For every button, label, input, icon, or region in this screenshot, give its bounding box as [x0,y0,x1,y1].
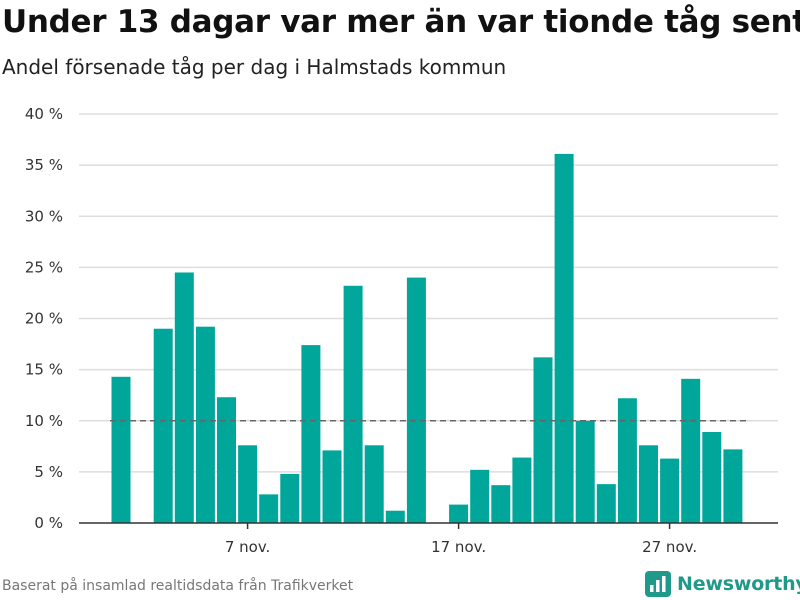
bar [364,445,384,523]
y-tick-label: 15 % [25,361,63,379]
bar-chart-logo-icon [645,571,671,597]
bar [259,494,279,523]
x-tick-label: 7 nov. [225,538,270,556]
grid-lines [79,113,778,473]
bar [111,376,131,523]
bar [153,328,173,523]
source-note: Baserat på insamlad realtidsdata från Tr… [2,578,354,594]
bar [681,378,701,523]
bar [449,504,469,523]
x-tick-label: 27 nov. [642,538,697,556]
axes: 0 % 5 % 10 % 15 % 20 % 25 % 30 % 35 % 40 % 7 nov.… [25,105,778,556]
y-tick-label: 5 % [34,463,63,481]
bar [639,445,658,523]
y-tick-label: 0 % [34,514,63,532]
bar [617,398,637,523]
x-tick-label: 17 nov. [431,538,486,556]
bar [385,510,405,523]
y-tick-label: 20 % [25,310,63,328]
bar [723,449,743,523]
bar [554,153,574,523]
bar [322,450,342,523]
bar [596,484,616,523]
bar [280,473,300,523]
bar [660,458,680,523]
bar [512,457,532,523]
brand-logo: Newsworthy [645,571,800,597]
bars [111,153,743,523]
chart-subtitle: Andel försenade tåg per dag i Halmstads … [2,55,507,79]
y-tick-label: 10 % [25,412,63,430]
y-tick-label: 35 % [25,156,63,174]
bar [174,272,194,523]
y-tick-label: 40 % [25,105,63,123]
bar [217,397,236,523]
bar [491,485,511,523]
bar [195,326,215,523]
bar [533,357,553,523]
bar [343,285,363,523]
bar [301,345,321,523]
bar [238,445,258,523]
bar [406,277,426,523]
bar [575,420,595,523]
y-tick-label: 30 % [25,207,63,225]
brand-name: Newsworthy [677,573,800,595]
bar [470,469,490,523]
y-tick-label: 25 % [25,258,63,276]
bar [702,431,722,523]
chart-title: Under 13 dagar var mer än var tionde tåg… [2,4,800,40]
